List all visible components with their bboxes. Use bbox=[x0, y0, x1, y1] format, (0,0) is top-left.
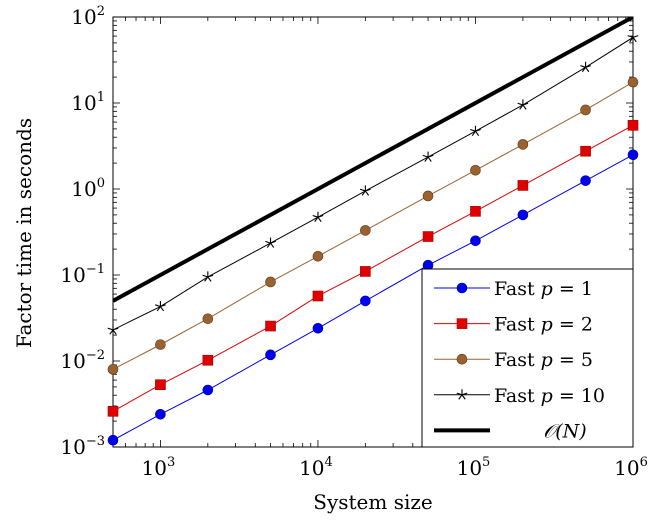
data-point bbox=[312, 323, 324, 334]
data-point bbox=[155, 409, 166, 420]
y-tick-label: 10−3 bbox=[60, 434, 105, 459]
legend-marker bbox=[456, 353, 468, 365]
data-point bbox=[265, 349, 276, 361]
plot-frame bbox=[112, 16, 634, 448]
data-point bbox=[470, 125, 481, 136]
data-point bbox=[627, 31, 639, 43]
data-point bbox=[580, 61, 591, 73]
data-point bbox=[517, 139, 529, 150]
data-point bbox=[580, 145, 591, 157]
legend-label: Fast p = 5 bbox=[494, 349, 593, 371]
data-point bbox=[312, 290, 324, 302]
legend-label: 𝒪(N) bbox=[543, 420, 586, 442]
data-point bbox=[265, 320, 276, 332]
data-point bbox=[202, 354, 214, 366]
data-point bbox=[422, 151, 434, 162]
data-point bbox=[359, 185, 371, 196]
data-point bbox=[627, 149, 639, 161]
data-point bbox=[202, 271, 214, 282]
data-point bbox=[627, 120, 639, 131]
data-point bbox=[517, 209, 529, 221]
y-tick-label: 10−1 bbox=[60, 262, 105, 287]
data-point bbox=[202, 384, 214, 396]
data-point bbox=[202, 313, 214, 325]
x-tick-label: 105 bbox=[457, 455, 491, 480]
x-tick-label: 106 bbox=[614, 455, 648, 480]
data-point bbox=[360, 266, 371, 277]
data-point bbox=[470, 206, 481, 217]
legend-marker bbox=[456, 389, 468, 400]
data-point bbox=[422, 190, 434, 202]
x-tick-label: 103 bbox=[142, 455, 176, 480]
y-tick-label: 101 bbox=[71, 90, 105, 115]
data-point bbox=[107, 364, 119, 375]
legend-label: Fast p = 10 bbox=[494, 385, 605, 407]
data-point bbox=[470, 164, 481, 176]
series-line bbox=[113, 17, 633, 303]
marker-layer bbox=[107, 31, 639, 446]
legend-marker bbox=[456, 282, 468, 294]
x-axis-title: System size bbox=[313, 490, 433, 514]
y-tick-label: 102 bbox=[71, 4, 105, 29]
y-tick-label: 10−2 bbox=[60, 348, 105, 373]
data-point bbox=[312, 250, 324, 262]
data-point bbox=[580, 175, 591, 186]
data-point bbox=[155, 339, 166, 350]
data-point bbox=[107, 406, 119, 417]
x-tick-label: 104 bbox=[299, 455, 333, 480]
plot-area: 103 104 105 106 10−3 10−2 10−1 100 101 102 Fast p … bbox=[60, 4, 647, 480]
data-point bbox=[517, 180, 529, 191]
data-point bbox=[155, 379, 166, 391]
data-point bbox=[517, 99, 529, 110]
data-point bbox=[155, 301, 166, 312]
y-axis-title: Factor time in seconds bbox=[12, 118, 36, 348]
data-point bbox=[312, 211, 324, 222]
data-point bbox=[470, 235, 481, 247]
data-point bbox=[580, 104, 591, 116]
legend-label: Fast p = 1 bbox=[494, 278, 593, 300]
data-point bbox=[422, 231, 434, 242]
data-point bbox=[107, 324, 119, 335]
data-point bbox=[360, 225, 371, 236]
data-point bbox=[107, 434, 119, 446]
data-point bbox=[265, 237, 276, 248]
legend-label: Fast p = 2 bbox=[494, 314, 593, 336]
y-tick-label: 100 bbox=[71, 176, 105, 201]
legend-marker bbox=[456, 318, 468, 329]
data-point bbox=[265, 276, 276, 288]
data-point bbox=[360, 295, 371, 307]
data-point bbox=[627, 76, 639, 88]
